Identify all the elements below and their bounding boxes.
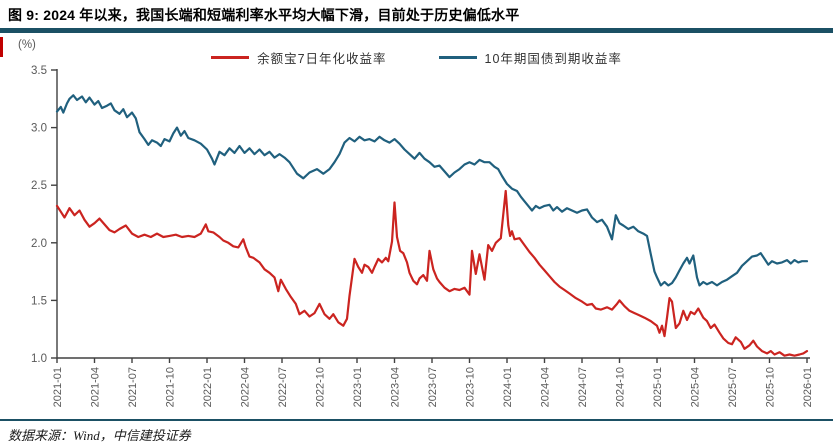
- series-line-yuebao-7d-yield: [55, 189, 809, 357]
- x-axis-tick-label: 2021-01: [52, 367, 64, 407]
- axis-frame: [56, 69, 810, 359]
- x-axis-tick-label: 2021-07: [127, 367, 139, 407]
- x-axis-tick-label: 2021-04: [90, 367, 102, 407]
- x-axis-tick-label: 2022-07: [277, 367, 289, 407]
- legend-item-cgb10y: 10年期国债到期收益率: [438, 48, 622, 67]
- title-divider-bar: [0, 28, 833, 33]
- x-axis-tick-label: 2022-01: [202, 367, 214, 407]
- footer-divider-rule: [0, 419, 833, 421]
- legend-item-yuebao: 余额宝7日年化收益率: [211, 48, 386, 67]
- y-axis-tick-label: 3.0: [31, 123, 47, 135]
- x-axis-tick-label: 2023-01: [352, 367, 364, 407]
- x-axis-tick-label: 2024-04: [540, 367, 552, 407]
- y-axis-tick-label: 2.5: [31, 180, 47, 192]
- y-axis-tick-label: 1.5: [31, 295, 47, 307]
- x-axis-tick-label: 2025-07: [727, 367, 739, 407]
- y-axis-tick-label: 2.0: [31, 238, 47, 250]
- figure-title: 图 9: 2024 年以来，我国长端和短端利率水平均大幅下滑，目前处于历史偏低水…: [8, 7, 520, 23]
- x-axis-tick-label: 2025-10: [765, 367, 777, 407]
- x-axis-tick-label: 2025-04: [690, 367, 702, 407]
- legend-label-yuebao: 余额宝7日年化收益率: [257, 52, 387, 66]
- chart-legend: 余额宝7日年化收益率 10年期国债到期收益率: [0, 48, 833, 67]
- page-edge-marker: [0, 37, 3, 57]
- x-axis-tick-label: 2022-04: [240, 367, 252, 407]
- legend-label-cgb10y: 10年期国债到期收益率: [484, 52, 622, 66]
- red-line-swatch-icon: [211, 56, 250, 59]
- y-axis-tick-label: 1.0: [31, 353, 47, 365]
- x-axis-tick-label: 2022-10: [315, 367, 327, 407]
- x-axis-tick-label: 2023-07: [427, 367, 439, 407]
- x-axis-tick-label: 2021-10: [165, 367, 177, 407]
- x-axis-tick-label: 2023-04: [390, 367, 402, 407]
- data-source-note: 数据来源：Wind，中信建投证券: [8, 428, 191, 443]
- x-axis-tick-label: 2024-01: [502, 367, 514, 407]
- blue-line-swatch-icon: [438, 56, 477, 59]
- x-axis-tick-label: 2026-01: [802, 367, 814, 407]
- x-axis-tick-label: 2023-10: [465, 367, 477, 407]
- series-line-10y-treasury-yield: [55, 94, 809, 287]
- x-axis-tick-label: 2024-10: [615, 367, 627, 407]
- x-axis-tick-label: 2025-01: [652, 367, 664, 407]
- x-axis-tick-label: 2024-07: [577, 367, 589, 407]
- y-axis-tick-label: 3.5: [31, 65, 47, 77]
- y-axis-unit-label: (%): [18, 39, 36, 51]
